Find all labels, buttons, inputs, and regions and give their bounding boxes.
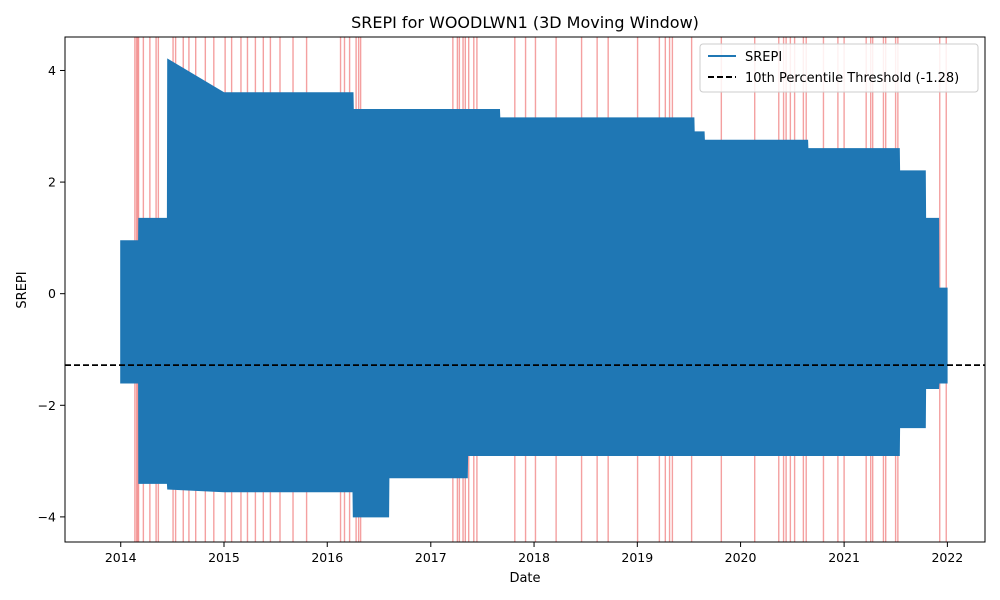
legend-box (699, 43, 979, 93)
y-axis-label: SREPI (15, 271, 30, 308)
plot-frame (64, 36, 986, 543)
y-tick-label-2: 2 (48, 175, 56, 190)
x-tick-label-2021: 2021 (828, 550, 860, 565)
x-axis: 2014 2015 2016 2017 2018 2019 2020 2021 2022 (105, 542, 963, 565)
y-tick-label-4: 4 (48, 63, 56, 78)
x-tick-label-2015: 2015 (208, 550, 240, 565)
legend: SREPI 10th Percentile Threshold (-1.28) (699, 43, 979, 93)
legend-threshold-label: 10th Percentile Threshold (-1.28) (745, 71, 959, 86)
srepi-series (120, 58, 948, 518)
x-tick-label-2020: 2020 (725, 550, 757, 565)
y-tick-label-0: 0 (48, 286, 56, 301)
x-axis-label: Date (509, 571, 540, 586)
legend-srepi-label: SREPI (745, 50, 782, 65)
srepi-envelope (120, 58, 948, 518)
x-tick-label-2022: 2022 (931, 550, 963, 565)
y-tick-label--2: −2 (38, 398, 56, 413)
x-tick-label-2019: 2019 (621, 550, 653, 565)
y-tick-label--4: −4 (38, 509, 56, 524)
x-tick-label-2017: 2017 (415, 550, 447, 565)
chart-title: SREPI for WOODLWN1 (3D Moving Window) (351, 13, 699, 32)
y-axis: −4 −2 0 2 4 (38, 63, 65, 524)
plot-area (65, 37, 985, 542)
x-tick-label-2018: 2018 (518, 550, 550, 565)
x-tick-label-2016: 2016 (311, 550, 343, 565)
x-tick-label-2014: 2014 (105, 550, 137, 565)
